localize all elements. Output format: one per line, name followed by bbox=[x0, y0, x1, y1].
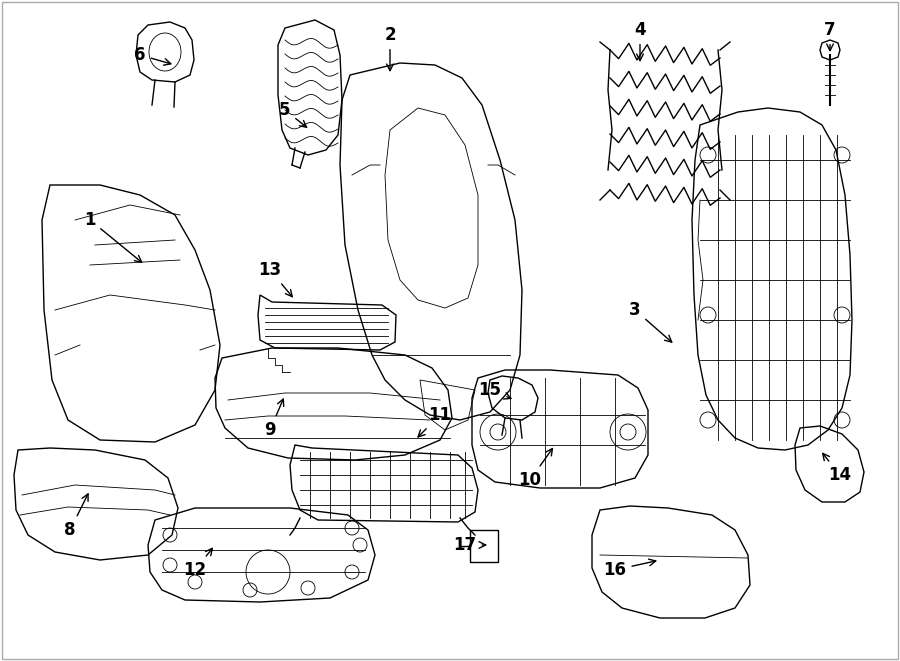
Text: 11: 11 bbox=[418, 406, 452, 437]
Text: 15: 15 bbox=[479, 381, 511, 399]
Text: 7: 7 bbox=[824, 21, 836, 51]
Text: 1: 1 bbox=[85, 211, 141, 262]
Text: 16: 16 bbox=[604, 559, 656, 579]
Text: 8: 8 bbox=[64, 494, 88, 539]
Text: 9: 9 bbox=[265, 399, 284, 439]
Text: 4: 4 bbox=[634, 21, 646, 61]
Text: 17: 17 bbox=[454, 536, 486, 554]
Text: 13: 13 bbox=[258, 261, 292, 297]
Text: 5: 5 bbox=[279, 101, 307, 128]
Text: 6: 6 bbox=[134, 46, 171, 65]
Text: 12: 12 bbox=[184, 549, 212, 579]
Text: 10: 10 bbox=[518, 449, 553, 489]
Text: 14: 14 bbox=[823, 453, 851, 484]
Bar bbox=[470, 530, 498, 562]
Text: 3: 3 bbox=[629, 301, 671, 342]
Text: 2: 2 bbox=[384, 26, 396, 71]
